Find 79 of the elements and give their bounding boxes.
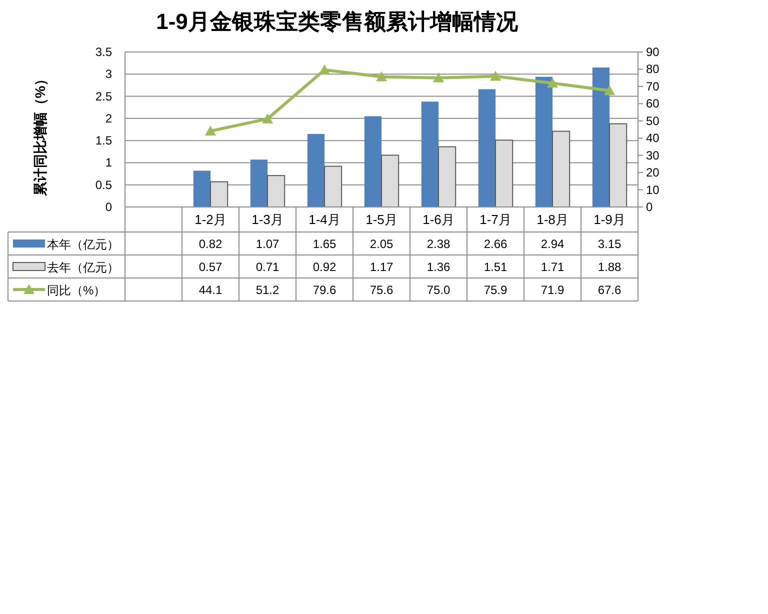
data-label: 75.9 xyxy=(484,283,508,297)
data-label: 1.88 xyxy=(598,260,622,274)
point xyxy=(262,113,273,124)
chart-title: 1-9月金银珠宝类零售额累计增幅情况 xyxy=(156,9,519,34)
data-label: 3.15 xyxy=(598,237,622,251)
point xyxy=(319,64,330,74)
x-tick-label: 1-4月 xyxy=(308,212,340,227)
y2-tick-label: 80 xyxy=(646,62,660,76)
bar xyxy=(552,130,570,208)
point xyxy=(433,72,444,82)
bar xyxy=(364,116,382,207)
x-tick-label: 1-8月 xyxy=(536,212,568,227)
x-tick-label: 1-2月 xyxy=(194,212,226,227)
data-label: 1.17 xyxy=(370,260,394,274)
data-label: 71.9 xyxy=(540,283,564,297)
bar xyxy=(609,123,628,208)
y-tick-label: 3.5 xyxy=(95,45,112,59)
data-label: 1.65 xyxy=(312,237,336,251)
data-label: 0.57 xyxy=(198,260,222,274)
point xyxy=(490,70,501,81)
bar xyxy=(421,102,438,207)
y2-tick-label: 30 xyxy=(646,148,660,162)
legend-label: 同比（%） xyxy=(47,284,106,298)
y2-tick-label: 0 xyxy=(646,200,653,214)
legend-label: 本年（亿元） xyxy=(47,238,119,252)
data-label: 75.6 xyxy=(370,283,394,297)
x-tick-label: 1-5月 xyxy=(366,212,398,227)
bar xyxy=(210,181,228,208)
x-tick-label: 1-3月 xyxy=(252,212,284,227)
bar xyxy=(592,68,610,207)
bar xyxy=(267,175,286,208)
y-axis-title: 累计同比增幅（%） xyxy=(32,72,48,198)
bar xyxy=(381,154,400,208)
data-label: 2.38 xyxy=(426,237,450,251)
data-label: 51.2 xyxy=(256,283,280,297)
legend-label: 去年（亿元） xyxy=(47,260,119,274)
y-tick-label: 3 xyxy=(105,67,112,82)
y2-tick-label: 90 xyxy=(646,45,660,59)
y-tick-label: 2.5 xyxy=(95,89,112,104)
bar xyxy=(250,160,268,207)
point xyxy=(547,78,558,88)
y2-tick-label: 40 xyxy=(646,131,660,146)
bar xyxy=(535,76,552,207)
data-label: 0.82 xyxy=(198,237,222,251)
data-label: 1.71 xyxy=(540,260,564,274)
point xyxy=(376,71,387,82)
bar xyxy=(324,166,342,208)
bar xyxy=(193,170,210,207)
data-label: 44.1 xyxy=(198,283,222,297)
bar xyxy=(438,146,456,208)
data-label: 0.71 xyxy=(256,260,280,274)
bar xyxy=(495,140,514,208)
data-label: 2.05 xyxy=(370,237,394,251)
y2-tick-label: 50 xyxy=(646,114,660,128)
data-label: 1.07 xyxy=(256,237,280,251)
x-tick-label: 1-9月 xyxy=(594,212,626,227)
point xyxy=(604,85,615,96)
data-label: 1.36 xyxy=(426,260,450,274)
y2-tick-label: 20 xyxy=(646,166,660,180)
y-tick-label: 0 xyxy=(105,200,112,214)
data-label: 75.0 xyxy=(426,283,450,297)
data-label: 79.6 xyxy=(312,283,336,297)
bar xyxy=(307,134,324,207)
bar xyxy=(478,89,496,207)
y-tick-label: 2 xyxy=(105,111,112,126)
x-tick-label: 1-6月 xyxy=(422,212,454,227)
y-tick-label: 0.5 xyxy=(95,178,112,192)
data-label: 0.92 xyxy=(312,260,336,274)
y2-tick-label: 10 xyxy=(646,182,660,197)
data-label: 67.6 xyxy=(598,283,622,297)
y2-tick-label: 70 xyxy=(646,79,660,94)
data-label: 2.66 xyxy=(484,237,508,251)
data-label: 1.51 xyxy=(484,260,508,274)
y-tick-label: 1 xyxy=(105,156,112,170)
data-label: 2.94 xyxy=(540,237,564,251)
y-tick-label: 1.5 xyxy=(95,134,112,148)
y2-tick-label: 60 xyxy=(646,96,660,111)
x-tick-label: 1-7月 xyxy=(480,212,512,227)
point xyxy=(205,126,216,136)
